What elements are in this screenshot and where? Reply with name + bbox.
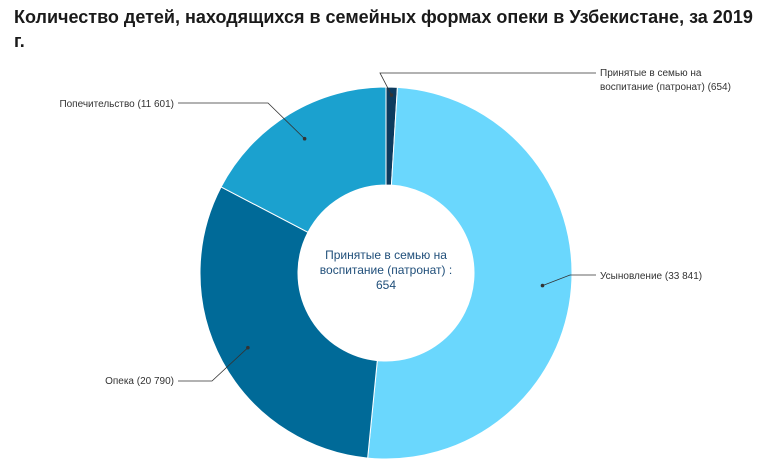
data-label-popechitelstvo: Попечительство (11 601): [59, 99, 174, 110]
leader-line-usynovlenie: [542, 274, 596, 286]
leader-line-patronat: [379, 72, 596, 96]
leader-dot-usynovlenie: [540, 283, 545, 288]
leader-line-popechitelstvo: [178, 102, 305, 140]
slice-usynovlenie[interactable]: [367, 86, 573, 460]
slice-popechitelstvo[interactable]: [220, 86, 387, 233]
data-label-opeka: Опека (20 790): [105, 376, 174, 387]
center-label-line2: воспитание (патронат) :: [319, 263, 453, 277]
data-label-usynovlenie: Усыновление (33 841): [600, 271, 702, 282]
data-label-patronat: Принятые в семью на воспитание (патронат)…: [600, 68, 731, 93]
center-label-line1: Принятые в семью на: [325, 248, 447, 262]
leader-dot-patronat: [389, 93, 394, 97]
donut-center-label: Принятые в семью на воспитание (патронат…: [296, 248, 476, 293]
chart-title: Количество детей, находящихся в семейных…: [14, 7, 753, 51]
center-label-value: 654: [375, 278, 397, 292]
leader-dot-opeka: [246, 345, 250, 350]
leader-line-opeka: [178, 347, 249, 382]
slice-opeka[interactable]: [199, 186, 378, 459]
leader-dot-popechitelstvo: [302, 136, 307, 141]
